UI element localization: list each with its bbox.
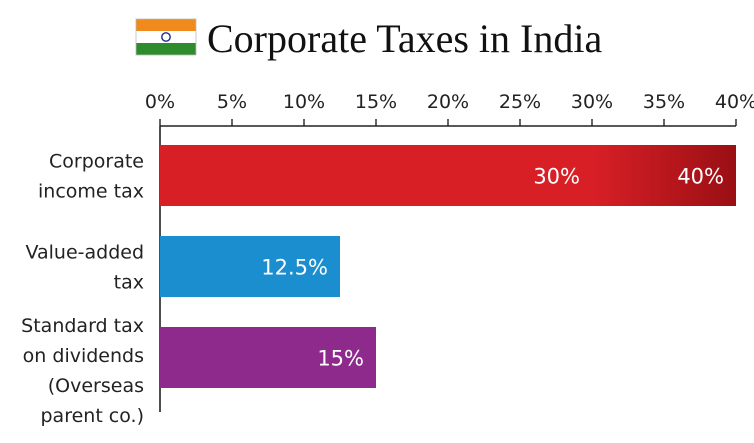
bar-value-label: 30%: [533, 165, 580, 189]
x-axis-ticks: 0% 5% 10% 15% 20% 25% 30% 35% 40%: [145, 91, 754, 126]
india-flag-icon: [135, 18, 197, 56]
category-label: Standard tax on dividends (Overseas parent …: [21, 315, 144, 427]
x-tick-label: 15%: [355, 91, 397, 113]
bars: 30% 40% 12.5% 15%: [160, 145, 736, 388]
x-tick-label: 40%: [715, 91, 754, 113]
bar-value-label: 15%: [317, 347, 364, 371]
x-tick-label: 35%: [643, 91, 685, 113]
category-labels: Corporate income tax Value-added tax Standar…: [21, 151, 144, 428]
bar-segment: [592, 145, 736, 206]
x-tick-label: 5%: [217, 91, 247, 113]
x-tick-label: 30%: [571, 91, 613, 113]
x-tick-label: 25%: [499, 91, 541, 113]
x-tick-label: 10%: [283, 91, 325, 113]
bar-segment: [160, 145, 592, 206]
category-label: Corporate income tax: [38, 151, 144, 203]
bar-value-label: 40%: [677, 165, 724, 189]
bar-segment: [160, 327, 376, 388]
bar-segment: [160, 236, 340, 297]
bar-value-label: 12.5%: [261, 256, 328, 280]
category-label: Value-added tax: [25, 242, 144, 294]
chart-title: Corporate Taxes in India: [207, 16, 602, 61]
x-tick-label: 0%: [145, 91, 175, 113]
x-tick-label: 20%: [427, 91, 469, 113]
